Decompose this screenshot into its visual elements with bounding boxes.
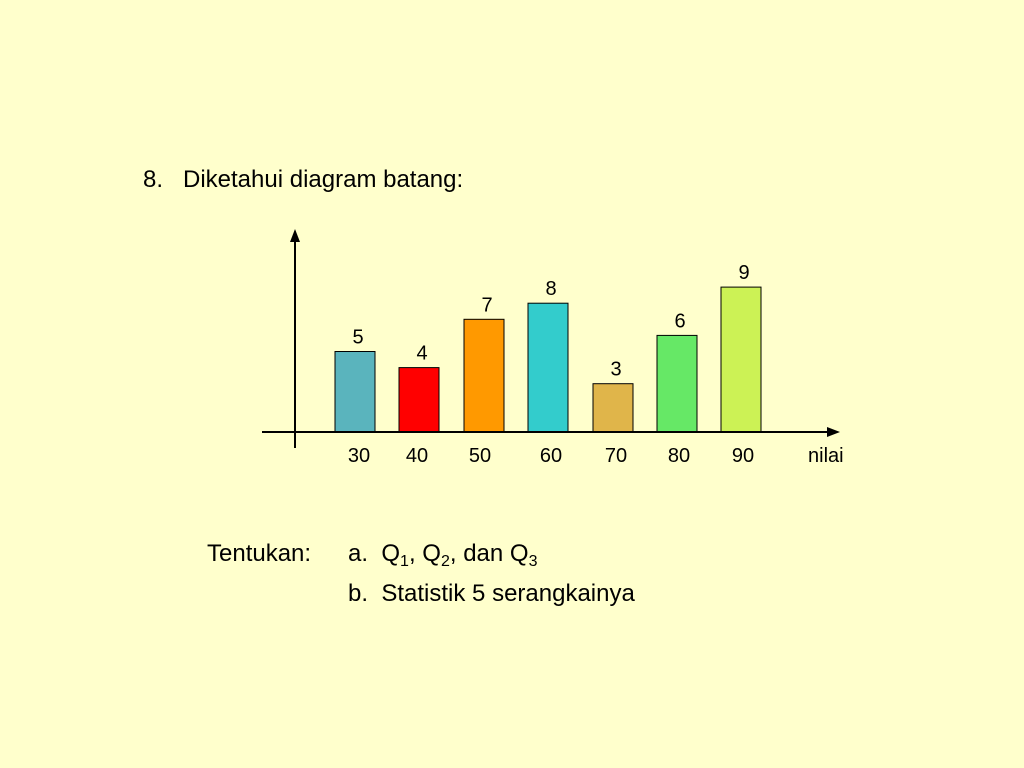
bar-60 (527, 302, 569, 433)
bar-40 (398, 367, 440, 433)
separator-2: , dan (449, 540, 510, 567)
value-label-70: 3 (610, 359, 621, 381)
tick-label-40: 40 (406, 445, 428, 467)
question-title: Diketahui diagram batang: (183, 166, 464, 193)
value-label-90: 9 (738, 262, 749, 284)
bar-30 (334, 351, 376, 433)
x-axis-label: nilai (808, 445, 844, 467)
tick-label-80: 80 (668, 445, 690, 467)
value-label-40: 4 (416, 343, 427, 365)
tick-label-90: 90 (732, 445, 754, 467)
bar-90 (720, 286, 762, 433)
bars-group (334, 286, 762, 433)
item-a-letter: a. (348, 540, 369, 567)
tick-label-30: 30 (348, 445, 370, 467)
x-axis-arrow-icon (827, 427, 840, 437)
value-label-80: 6 (674, 310, 685, 332)
value-label-60: 8 (545, 278, 556, 300)
task-item-b: b. Statistik 5 serangkainya (348, 574, 635, 614)
tick-label-50: 50 (469, 445, 491, 467)
q1-symbol: Q (381, 540, 401, 567)
q3-subscript: 3 (528, 553, 538, 570)
item-b-text: Statistik 5 serangkainya (381, 580, 635, 607)
q3-symbol: Q (509, 540, 529, 567)
item-b-letter: b. (348, 580, 369, 607)
tick-labels-group: 30 40 50 60 70 80 90 (348, 445, 754, 467)
bar-50 (463, 318, 505, 433)
q2-subscript: 2 (440, 553, 450, 570)
q1-subscript: 1 (400, 553, 409, 570)
bar-80 (656, 334, 698, 433)
bar-70 (592, 383, 634, 433)
question-number: 8. (143, 166, 164, 193)
task-prefix: Tentukan: (207, 540, 312, 567)
tick-label-60: 60 (540, 445, 562, 467)
question-heading: 8. Diketahui diagram batang: (143, 166, 463, 194)
value-label-50: 7 (481, 294, 492, 316)
tick-label-70: 70 (605, 445, 627, 467)
value-label-30: 5 (352, 327, 363, 349)
separator-1: , (408, 540, 423, 567)
y-axis-arrow-icon (290, 229, 300, 242)
task-item-a: a. Q1, Q2, dan Q3 (348, 534, 537, 574)
q2-symbol: Q (422, 540, 441, 567)
value-labels-group: 5 4 7 8 3 6 9 (352, 262, 749, 381)
